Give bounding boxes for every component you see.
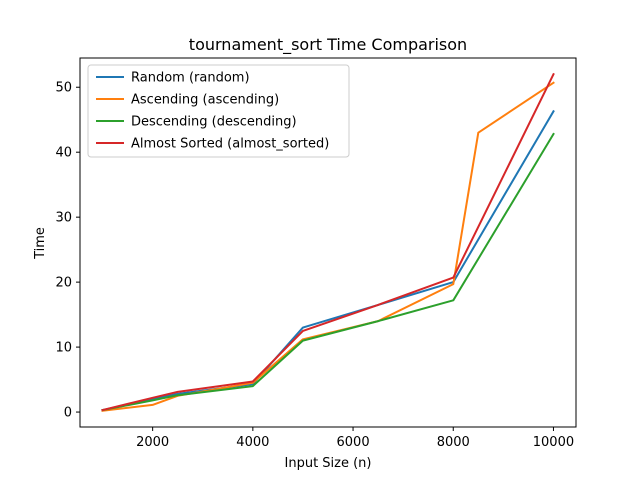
x-tick-label-2: 6000 xyxy=(337,435,370,450)
y-tick-label-2: 20 xyxy=(55,276,72,291)
y-tick-label-1: 10 xyxy=(55,341,72,356)
y-tick-label-3: 30 xyxy=(55,211,72,226)
legend-label-3: Almost Sorted (almost_sorted) xyxy=(131,137,329,152)
plot-frame xyxy=(79,57,577,428)
x-tick-label-1: 4000 xyxy=(236,435,269,450)
y-tick-label-4: 40 xyxy=(55,146,72,161)
y-tick-label-0: 0 xyxy=(64,406,72,421)
legend-label-2: Descending (descending) xyxy=(131,115,297,130)
legend: Random (random) Ascending (ascending) Desc… xyxy=(87,64,350,158)
x-axis-label: Input Size (n) xyxy=(285,456,372,471)
x-axis: 2000 4000 6000 8000 10000 xyxy=(136,427,574,450)
x-tick-label-4: 10000 xyxy=(533,435,574,450)
y-axis: 0 10 20 30 40 50 xyxy=(55,81,80,421)
y-tick-label-5: 50 xyxy=(55,81,72,96)
chart-title: tournament_sort Time Comparison xyxy=(189,35,467,55)
y-axis-label: Time xyxy=(33,227,48,260)
x-tick-label-3: 8000 xyxy=(437,435,470,450)
series-line-3 xyxy=(101,72,555,412)
series-line-2 xyxy=(101,132,555,412)
legend-label-0: Random (random) xyxy=(131,71,250,86)
x-tick-label-0: 2000 xyxy=(136,435,169,450)
plot-area xyxy=(79,57,577,428)
series-line-1 xyxy=(101,81,555,412)
legend-box xyxy=(87,64,350,158)
legend-label-1: Ascending (ascending) xyxy=(131,93,279,108)
